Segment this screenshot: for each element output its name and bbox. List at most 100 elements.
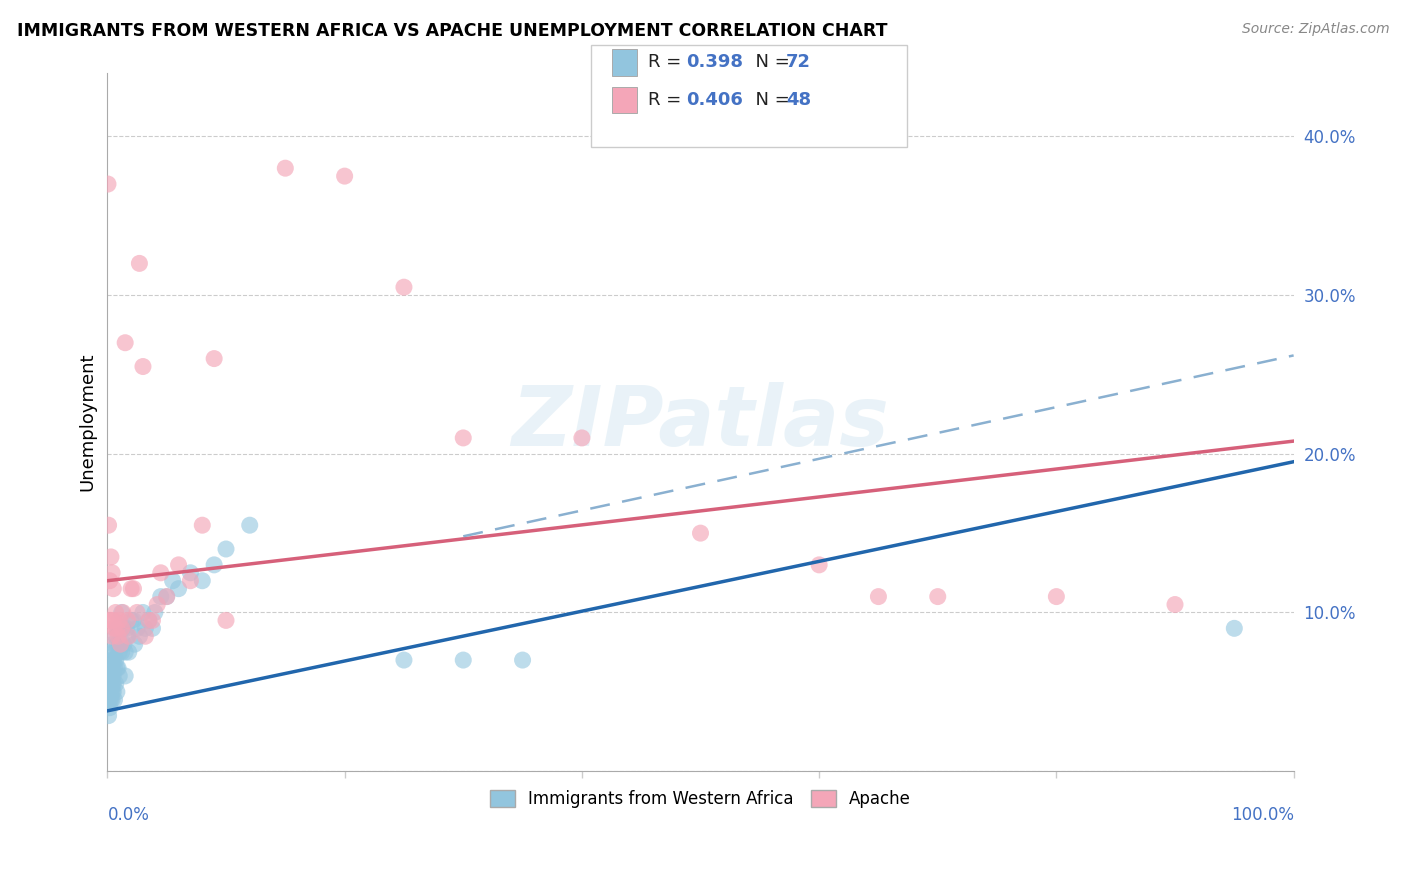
Legend: Immigrants from Western Africa, Apache: Immigrants from Western Africa, Apache	[484, 784, 918, 815]
Point	[97, 518, 120, 533]
Point	[108, 645, 131, 659]
Text: ZIPatlas: ZIPatlas	[512, 382, 890, 463]
Point	[117, 629, 139, 643]
Point	[274, 161, 297, 176]
Point	[512, 653, 534, 667]
Point	[202, 351, 225, 366]
Point	[108, 669, 131, 683]
Point	[392, 280, 415, 294]
Point	[128, 629, 150, 643]
Point	[333, 169, 356, 183]
Point	[167, 558, 190, 572]
Point	[808, 558, 831, 572]
Point	[98, 661, 121, 675]
Point	[114, 335, 136, 350]
Point	[191, 574, 214, 588]
Point	[98, 677, 121, 691]
Point	[100, 669, 122, 683]
Point	[110, 645, 132, 659]
Point	[101, 669, 124, 683]
Point	[105, 637, 128, 651]
Point	[162, 574, 184, 588]
Point	[122, 582, 145, 596]
Text: R =: R =	[648, 91, 688, 109]
Point	[100, 549, 122, 564]
Point	[117, 614, 139, 628]
Point	[141, 621, 163, 635]
Point	[239, 518, 262, 533]
Text: Source: ZipAtlas.com: Source: ZipAtlas.com	[1241, 22, 1389, 37]
Point	[215, 614, 238, 628]
Point	[125, 621, 148, 635]
Point	[101, 685, 124, 699]
Point	[105, 661, 128, 675]
Y-axis label: Unemployment: Unemployment	[79, 353, 96, 491]
Point	[868, 590, 890, 604]
Point	[143, 606, 166, 620]
Text: 72: 72	[786, 54, 811, 71]
Point	[120, 614, 142, 628]
Point	[104, 677, 127, 691]
Text: IMMIGRANTS FROM WESTERN AFRICA VS APACHE UNEMPLOYMENT CORRELATION CHART: IMMIGRANTS FROM WESTERN AFRICA VS APACHE…	[17, 22, 887, 40]
Point	[138, 614, 160, 628]
Point	[110, 621, 132, 635]
Point	[927, 590, 949, 604]
Point	[103, 685, 125, 699]
Point	[118, 645, 141, 659]
Point	[179, 566, 201, 580]
Point	[108, 621, 131, 635]
Point	[100, 677, 122, 691]
Point	[103, 614, 125, 628]
Point	[98, 614, 121, 628]
Text: N =: N =	[744, 54, 796, 71]
Point	[1045, 590, 1067, 604]
Point	[103, 661, 125, 675]
Point	[103, 669, 125, 683]
Point	[98, 574, 121, 588]
Point	[103, 653, 125, 667]
Point	[134, 629, 156, 643]
Point	[167, 582, 190, 596]
Point	[191, 518, 214, 533]
Point	[156, 590, 179, 604]
Point	[103, 677, 125, 691]
Point	[107, 629, 129, 643]
Point	[132, 606, 155, 620]
Point	[103, 621, 125, 635]
Point	[104, 606, 127, 620]
Point	[132, 359, 155, 374]
Point	[215, 541, 238, 556]
Point	[97, 692, 120, 706]
Point	[571, 431, 593, 445]
Point	[104, 653, 127, 667]
Point	[451, 431, 474, 445]
Point	[103, 637, 125, 651]
Point	[146, 598, 169, 612]
Point	[122, 614, 145, 628]
Point	[134, 621, 156, 635]
Point	[105, 621, 128, 635]
Point	[107, 661, 129, 675]
Point	[392, 653, 415, 667]
Point	[101, 645, 124, 659]
Point	[107, 621, 129, 635]
Point	[125, 606, 148, 620]
Point	[100, 614, 122, 628]
Point	[149, 566, 172, 580]
Point	[110, 637, 132, 651]
Point	[138, 614, 160, 628]
Text: R =: R =	[648, 54, 688, 71]
Point	[97, 708, 120, 723]
Point	[179, 574, 201, 588]
Point	[103, 582, 125, 596]
Point	[100, 685, 122, 699]
Text: 0.0%: 0.0%	[107, 806, 149, 824]
Point	[202, 558, 225, 572]
Point	[451, 653, 474, 667]
Point	[103, 692, 125, 706]
Point	[101, 629, 124, 643]
Point	[100, 692, 122, 706]
Point	[108, 614, 131, 628]
Point	[124, 637, 146, 651]
Point	[103, 645, 125, 659]
